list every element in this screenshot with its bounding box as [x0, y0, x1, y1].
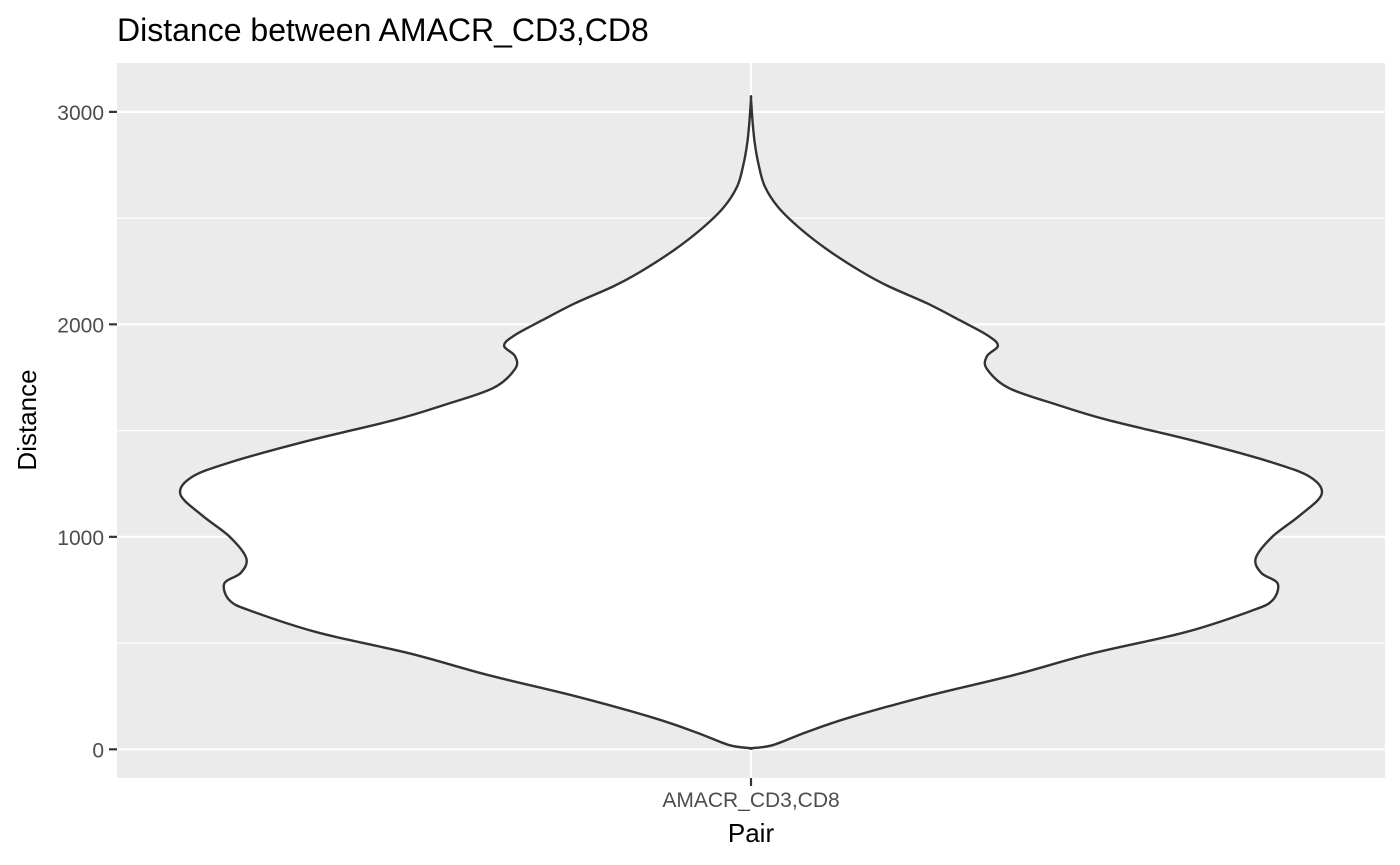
chart-title: Distance between AMACR_CD3,CD8: [117, 12, 649, 48]
x-axis-label: Pair: [728, 818, 775, 848]
y-tick-label: 2000: [57, 314, 104, 337]
x-tick-label: AMACR_CD3,CD8: [662, 789, 839, 812]
y-tick-label: 1000: [57, 527, 104, 550]
y-tick-label: 0: [92, 739, 104, 762]
x-axis: AMACR_CD3,CD8: [662, 778, 840, 812]
violin-layer: [178, 95, 1324, 750]
y-axis: 0 1000 2000 3000: [57, 102, 117, 762]
y-tick-label: 3000: [57, 102, 104, 125]
violin-shape: [178, 95, 1324, 750]
y-axis-label: Distance: [12, 369, 42, 470]
